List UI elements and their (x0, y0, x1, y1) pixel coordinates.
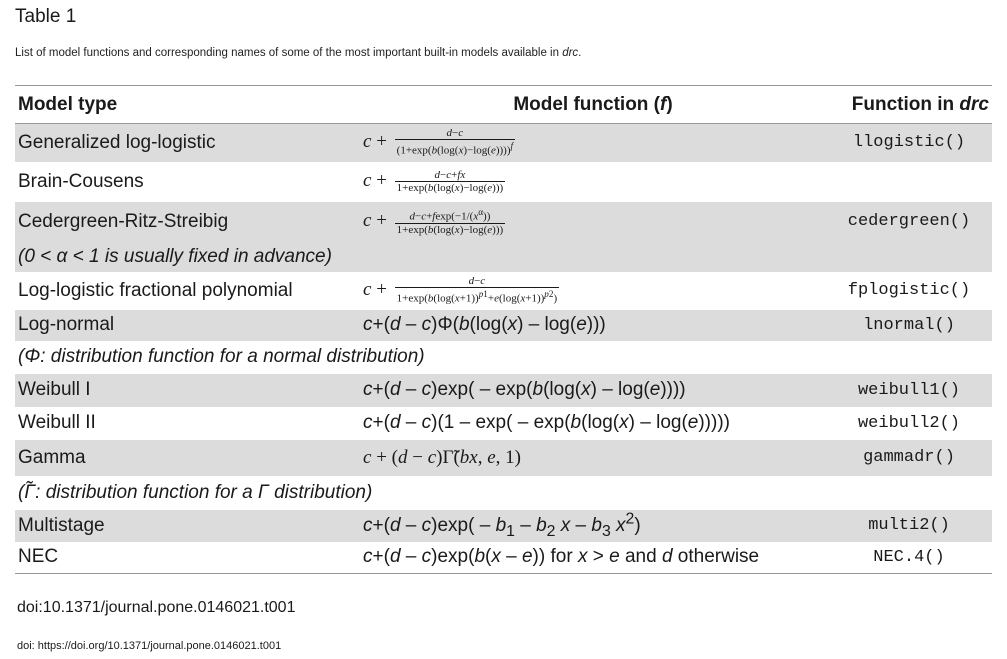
function-name-cell: weibull1() (826, 373, 992, 407)
table-row: Gamma c + (d − c)Γ̃(bx, e, 1) gammadr() (15, 439, 992, 476)
table-row: NEC c+(d – c)exp(b(x – e)) for x > e and… (15, 541, 992, 574)
doi-footer: doi: https://doi.org/10.1371/journal.pon… (17, 640, 282, 652)
model-function-cell: c+(d – c)(1 – exp( – exp(b(log(x) – log(… (363, 412, 730, 433)
table-note-row: (0 < α < 1 is usually fixed in advance) (15, 241, 992, 272)
table-row: Log-normal c+(d – c)Φ(b(log(x) – log(e))… (15, 309, 992, 341)
model-function-cell: c+(d – c)exp( – b1 – b2 x – b3 x2) (360, 509, 826, 542)
model-function-cell: c + (d − c)Γ̃(bx, e, 1) (360, 439, 826, 476)
model-type-cell: Log-logistic fractional polynomial (18, 279, 293, 301)
model-type-cell: Multistage (15, 509, 360, 542)
table-note: (Γ̃: distribution function for a Γ distr… (18, 481, 373, 503)
function-name-cell: multi2() (826, 509, 992, 542)
table-row: Generalized log-logistic c + d−c (1+exp(b… (15, 123, 992, 162)
model-type-cell: Gamma (15, 439, 360, 476)
model-function-cell: c+(d – c)Φ(b(log(x) – log(e))) (360, 309, 826, 341)
model-function-cell: c + d−c+fexp(−1/(xα)) 1+exp(b(log(x)−log(… (360, 201, 826, 242)
model-table: Model type Model function (f) Function i… (15, 85, 992, 574)
function-name-cell (826, 162, 992, 202)
function-name-cell: gammadr() (826, 439, 992, 476)
table-note: (Φ: distribution function for a normal d… (18, 346, 425, 367)
function-name-cell: fplogistic() (847, 281, 971, 300)
model-type-cell: Cedergreen-Ritz-Streibig (15, 201, 360, 242)
table-row: Multistage c+(d – c)exp( – b1 – b2 x – b… (15, 509, 992, 542)
model-function-cell: c+(d – c)exp( – exp(b(log(x) – log(e)))) (360, 373, 826, 407)
model-function-cell: c + d−c+fx 1+exp(b(log(x)−log(e))) (363, 168, 506, 194)
caption-package: drc (562, 47, 579, 59)
model-type-cell: Brain-Cousens (18, 170, 144, 192)
table-row: Cedergreen-Ritz-Streibig c + d−c+fexp(−1… (15, 201, 992, 242)
table-note-row: (Γ̃: distribution function for a Γ distr… (15, 476, 992, 510)
header-model-type: Model type (15, 85, 360, 124)
function-name-cell: lnormal() (826, 309, 992, 341)
table-row: Brain-Cousens c + d−c+fx 1+exp(b(log(x)−l… (15, 162, 992, 202)
function-name-cell: cedergreen() (826, 201, 992, 242)
table-row: Weibull II c+(d – c)(1 – exp( – exp(b(lo… (15, 407, 992, 440)
model-type-cell: NEC (15, 541, 360, 574)
table-title: Table 1 (15, 6, 77, 27)
caption-end: . (578, 47, 582, 59)
table-row: Log-logistic fractional polynomial c + d… (15, 272, 992, 310)
function-name-cell: weibull2() (857, 413, 961, 433)
model-function-cell: c + d−c (1+exp(b(log(x)−log(e))))f (360, 123, 826, 162)
model-type-cell: Log-normal (15, 309, 360, 341)
caption-text: List of model functions and correspondin… (15, 47, 563, 59)
table-row: Weibull I c+(d – c)exp( – exp(b(log(x) –… (15, 373, 992, 407)
header-row: Model type Model function (f) Function i… (15, 85, 992, 124)
model-type-cell: Weibull I (15, 373, 360, 407)
table-caption: List of model functions and correspondin… (15, 47, 581, 59)
table-note: (0 < α < 1 is usually fixed in advance) (15, 241, 992, 272)
model-function-cell: c+(d – c)exp(b(x – e)) for x > e and d o… (360, 541, 826, 574)
model-type-cell: Generalized log-logistic (15, 123, 360, 162)
model-function-cell: c + d−c 1+exp(b(log(x+1))p1+e(log(x+1))p2… (363, 275, 560, 305)
model-type-cell: Weibull II (18, 412, 96, 433)
doi-line: doi:10.1371/journal.pone.0146021.t001 (17, 599, 296, 616)
table-note-row: (Φ: distribution function for a normal d… (15, 341, 992, 374)
header-function-in-drc: Function in drc (826, 85, 992, 124)
function-name-cell: NEC.4() (826, 541, 992, 574)
function-name-cell: llogistic() (826, 123, 992, 162)
header-model-function: Model function (f) (360, 85, 826, 124)
